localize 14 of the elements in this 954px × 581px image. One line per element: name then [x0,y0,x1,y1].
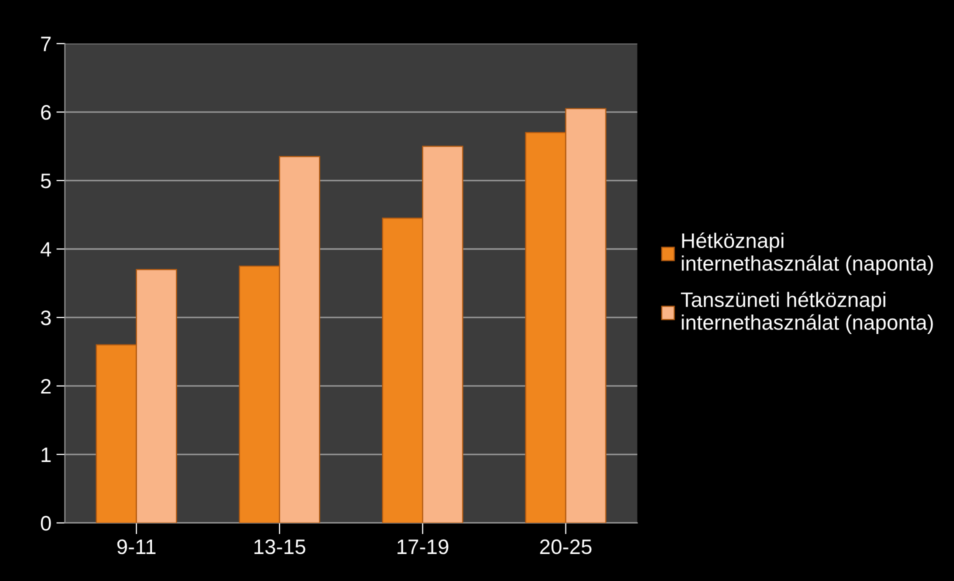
legend-label: Tanszüneti hétköznapi internethasználat (naponta) [680,292,933,334]
y-tick-label: 2 [41,378,51,394]
legend-label: Hétköznapi internethasználat (naponta) [682,232,933,275]
y-tick-label: 6 [41,105,51,120]
y-tick-label: 7 [41,36,51,52]
y-tick-label: 1 [42,448,51,462]
x-tick-label: 20-25 [540,539,592,554]
x-tick-label: 13-15 [254,539,306,554]
x-tick-label: 9-11 [117,539,156,554]
y-tick-label: 0 [40,516,51,531]
y-tick-label: 3 [40,310,51,326]
y-tick-label: 5 [40,174,51,188]
x-tick-label: 17-19 [398,539,448,554]
y-tick-label: 4 [40,242,52,257]
